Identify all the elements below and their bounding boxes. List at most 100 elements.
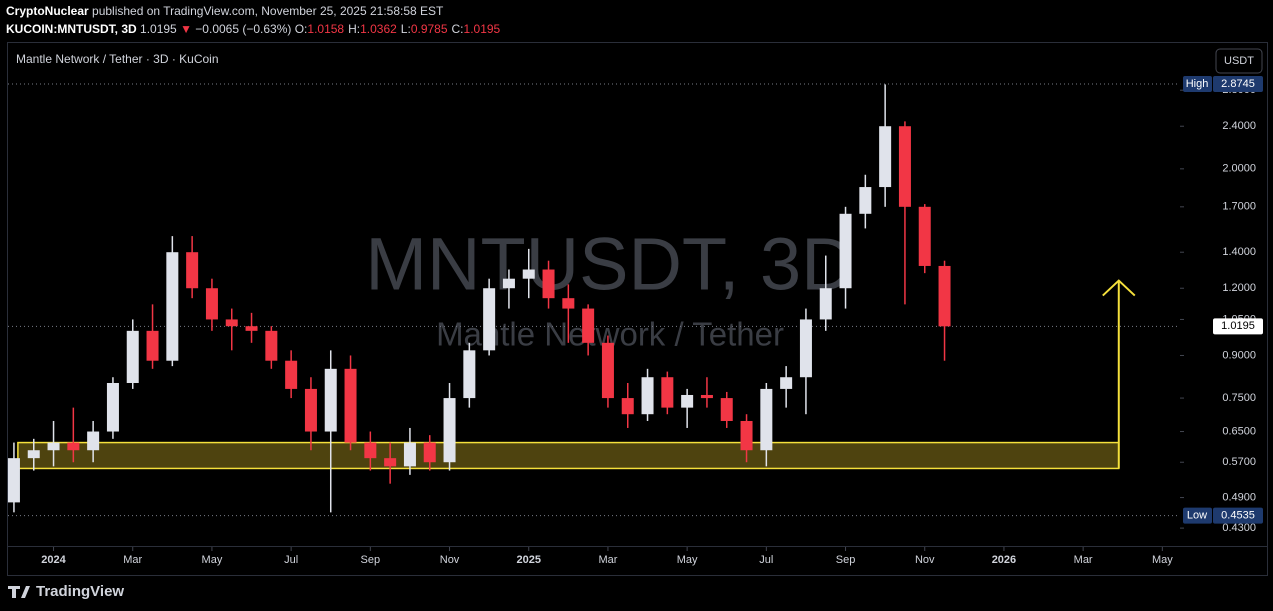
x-tick-label: Mar	[1074, 554, 1093, 566]
candle-body	[898, 126, 911, 207]
candle-body	[720, 398, 733, 421]
published: published on TradingView.com, November 2…	[92, 4, 444, 18]
candle-body	[700, 394, 713, 399]
legend: Mantle Network / Tether · 3D · KuCoin	[16, 52, 219, 66]
last: 1.0195	[140, 22, 177, 36]
candle-body	[463, 350, 476, 399]
candle-body	[304, 388, 317, 432]
candle-body	[819, 288, 832, 320]
candle-body	[839, 213, 852, 289]
candle-body	[879, 126, 892, 188]
frame	[7, 42, 1268, 576]
candle-body	[146, 330, 159, 361]
level-name-bg	[1183, 76, 1212, 93]
candle-body	[918, 206, 931, 266]
level-label: 2.8745	[1221, 78, 1255, 90]
x-tick-label: 2026	[992, 554, 1016, 566]
candle-body	[859, 187, 872, 214]
ohlc-value: 1.0362	[360, 22, 397, 36]
x-tick-label: 2025	[516, 554, 540, 566]
candle-body	[166, 252, 179, 361]
candle-body	[27, 450, 40, 459]
symbol: KUCOIN:MNTUSDT, 3D	[6, 22, 137, 36]
x-tick-label: Nov	[915, 554, 935, 566]
y-tick-label: 0.4900	[1222, 491, 1256, 503]
candle-body	[582, 308, 595, 343]
y-tick-label: 0.5700	[1222, 456, 1256, 468]
x-tick-label: Jul	[284, 554, 298, 566]
y-tick-label: 0.6500	[1222, 425, 1256, 437]
y-tick-label: 1.7000	[1222, 201, 1256, 213]
ohlc-label: C:	[451, 22, 464, 36]
candle-body	[324, 368, 337, 432]
level-label: 1.0195	[1221, 320, 1255, 332]
axes: 0.43000.49000.57000.65000.75000.90001.05…	[41, 76, 1263, 566]
x-tick-label: Mar	[123, 554, 142, 566]
y-tick-label: 0.9000	[1222, 349, 1256, 361]
candle-body	[87, 431, 100, 451]
ohlc-label: O:	[294, 22, 308, 36]
ohlc-value: 1.0195	[463, 22, 501, 36]
ohlc-value: 1.0158	[307, 22, 345, 36]
candle-body	[205, 288, 218, 320]
candle-body	[265, 330, 278, 361]
level-name: Low	[1187, 510, 1207, 522]
change: −0.0065 (−0.63%)	[195, 22, 292, 36]
candle-body	[601, 342, 614, 399]
x-tick-label: May	[1152, 554, 1173, 566]
candle-body	[126, 330, 139, 383]
candle-body	[245, 326, 258, 331]
x-tick-label: Nov	[440, 554, 460, 566]
candle-body	[285, 360, 298, 389]
currency-button[interactable]	[1215, 48, 1263, 74]
candle-body	[106, 382, 119, 432]
watermark: MNTUSDT, 3D	[365, 223, 854, 306]
header-line-1: CryptoNuclear published on TradingView.c…	[6, 4, 443, 18]
candle-body	[740, 420, 753, 451]
candle-body	[522, 269, 535, 279]
candle-body	[7, 458, 20, 503]
candle-body	[186, 252, 199, 289]
y-tick-label: 1.2000	[1222, 282, 1256, 294]
candle-body	[423, 442, 436, 463]
candle-body	[681, 394, 694, 408]
plot	[7, 83, 1180, 517]
candle-body	[502, 278, 515, 289]
candle-body	[938, 265, 951, 327]
candle-body	[780, 377, 793, 389]
level-label-bg	[1213, 507, 1263, 524]
x-tick-label: Jul	[759, 554, 773, 566]
level-label-bg	[1213, 318, 1263, 335]
target-arrow-head	[1102, 279, 1136, 297]
x-tick-label: May	[677, 554, 698, 566]
candle-body	[483, 288, 496, 351]
x-tick-label: Sep	[361, 554, 381, 566]
x-tick-label: Sep	[836, 554, 856, 566]
x-tick-label: Mar	[598, 554, 617, 566]
candle-body	[799, 319, 812, 378]
x-tick-label: May	[202, 554, 223, 566]
candle-body	[364, 442, 377, 459]
x-tick-label: 2024	[41, 554, 66, 566]
y-tick-label: 0.7500	[1222, 392, 1256, 404]
ohlc-label: L:	[400, 22, 411, 36]
support-zone	[17, 441, 1120, 470]
candle-body	[67, 442, 80, 451]
candle-body	[403, 442, 416, 467]
arrow: ▼	[180, 22, 192, 36]
level-name-bg	[1183, 507, 1212, 524]
candle-body	[384, 458, 397, 467]
author: CryptoNuclear	[6, 4, 89, 18]
candle-body	[661, 377, 674, 408]
y-tick-label: 2.4000	[1222, 120, 1256, 132]
candle-body	[562, 298, 575, 309]
candle-body	[47, 442, 60, 451]
currency[interactable]: USDT	[1224, 55, 1254, 67]
y-tick-label: 0.4300	[1222, 522, 1256, 534]
level-name: High	[1186, 78, 1209, 90]
logo-icon	[8, 586, 30, 598]
candle-body	[542, 269, 555, 299]
ohlc-label: H:	[348, 22, 361, 36]
candle-body	[641, 377, 654, 415]
